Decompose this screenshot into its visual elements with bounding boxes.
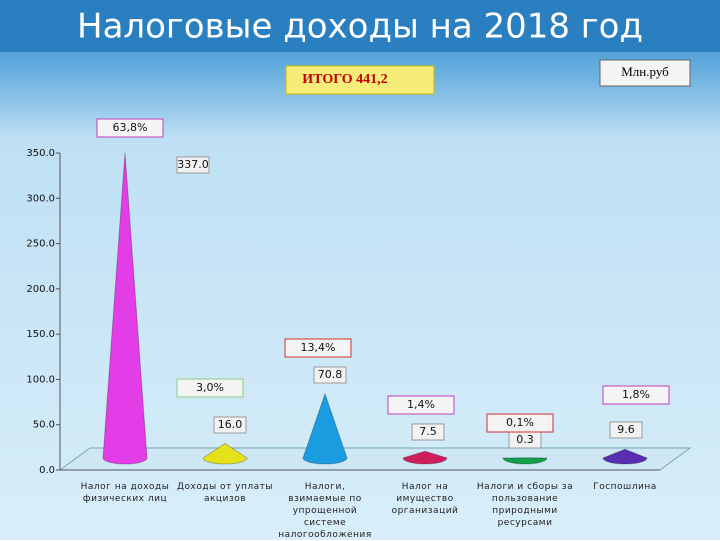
cone (402, 450, 448, 465)
unit: Млн.руб (621, 64, 669, 79)
value-label: 9.6 (617, 423, 635, 436)
cone (602, 448, 648, 465)
percent-label: 63,8% (113, 121, 148, 134)
value-label-box (411, 423, 445, 441)
x-tick-label: Госпошлина (593, 482, 657, 492)
percent-label-box (387, 395, 455, 415)
value-label-box (609, 421, 643, 439)
y-tick-label: 100.0 (26, 374, 55, 385)
y-tick-label: 300.0 (26, 193, 55, 204)
cone (102, 152, 148, 465)
x-tick-label: Налог на доходы физических лиц (80, 482, 170, 504)
y-tick-label: 250.0 (26, 239, 55, 250)
value-label-box (213, 416, 247, 434)
floor (58, 447, 692, 471)
percent-label: 3,0% (196, 381, 224, 394)
percent-label-box (602, 385, 670, 405)
cone (502, 457, 548, 465)
value-label: 7.5 (419, 425, 437, 438)
x-tick-label: Налоги, взимаемые по упрощенной системе … (278, 482, 372, 540)
cone (202, 442, 248, 465)
value-label: 337.0 (177, 158, 209, 171)
value-label: 0.3 (516, 433, 534, 446)
x-tick-label: Налоги и сборы за пользование природными… (476, 482, 574, 528)
title: Налоговые доходы на 2018 год (77, 7, 643, 47)
percent-label-box (486, 413, 554, 433)
percent-label-box (96, 118, 164, 138)
percent-label: 0,1% (506, 416, 534, 429)
cone (302, 392, 348, 465)
total-box (285, 65, 435, 95)
y-tick-label: 350.0 (26, 148, 55, 159)
percent-label: 1,8% (622, 388, 650, 401)
value-label-box (176, 156, 210, 174)
x-tick-label: Доходы от уплаты акцизов (177, 482, 273, 504)
value-label-box (313, 366, 347, 384)
total: ИТОГО 441,2 (302, 72, 387, 87)
y-tick-label: 150.0 (26, 329, 55, 340)
x-tick-label: Налог на имущество организаций (391, 482, 459, 516)
y-tick-label: 200.0 (26, 284, 55, 295)
value-label: 70.8 (318, 368, 343, 381)
y-tick-label: 50.0 (33, 420, 55, 431)
percent-label-box (176, 378, 244, 398)
unit-box (599, 59, 691, 87)
y-tick-label: 0.0 (39, 465, 55, 476)
percent-label: 1,4% (407, 398, 435, 411)
percent-label-box (284, 338, 352, 358)
title-band (0, 0, 720, 52)
value-label: 16.0 (218, 418, 243, 431)
percent-label: 13,4% (301, 341, 336, 354)
